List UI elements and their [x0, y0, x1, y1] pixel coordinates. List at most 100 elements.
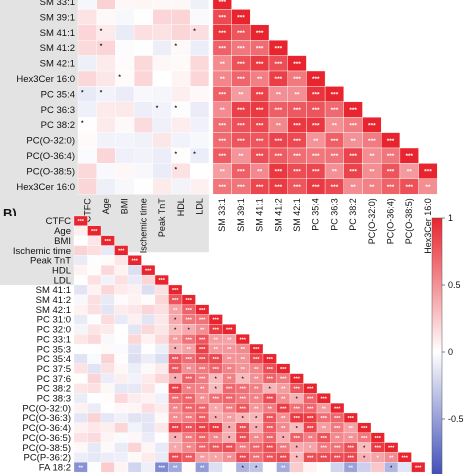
panel-a-row-label: Hex3Cer 16:0: [16, 74, 75, 85]
panel-b-cell-star: *: [255, 426, 258, 432]
panel-a-lipid-cell-star: ***: [237, 169, 245, 176]
panel-b-cell-star: **: [389, 456, 394, 462]
panel-b-cell: [114, 422, 129, 433]
panel-b-cell: [73, 422, 88, 433]
panel-b-cell: [73, 393, 88, 404]
panel-b-cell: [141, 324, 156, 335]
panel-a-column-label: Hex3Cer 16:0: [423, 198, 433, 254]
panel-b-cell-star: ***: [186, 436, 193, 442]
panel-b-cell-star: **: [281, 396, 286, 402]
panel-a-lipid-cell-star: ***: [218, 30, 226, 37]
panel-a-lipid-cell-star: ***: [312, 92, 320, 99]
panel-a-clinical-cell: [115, 116, 135, 133]
panel-b-cell: [141, 383, 156, 394]
panel-b-cell: [100, 265, 115, 276]
panel-b-row-label: PC 33:1: [37, 334, 71, 345]
panel-b-cell-star: *: [269, 387, 272, 393]
panel-b-cell-star: ***: [307, 387, 314, 393]
panel-b-cell: [316, 462, 331, 473]
panel-a-column-label: SM 41:1: [255, 198, 265, 232]
panel-b-cell-star: ***: [186, 396, 193, 402]
panel-b-cell: [154, 432, 169, 443]
panel-b-cell: [222, 462, 237, 473]
panel-b-cell-star: **: [254, 377, 259, 383]
panel-b-cell: [87, 422, 102, 433]
panel-b-cell: [73, 383, 88, 394]
panel-b-cell: [100, 304, 115, 315]
panel-a-lipid-cell: [418, 178, 438, 195]
panel-b-cell: [127, 314, 142, 325]
panel-a-lipid-cell-star: ***: [275, 138, 283, 145]
panel-b-cell: [141, 363, 156, 374]
panel-b-cell: [114, 462, 129, 473]
panel-a-clinical-cell: [152, 178, 172, 195]
panel-b-cell: [73, 294, 88, 305]
panel-a-row-label: SM 41:1: [40, 28, 75, 39]
panel-b-cell: [127, 304, 142, 315]
panel-a-lipid-cell-star: ***: [312, 184, 320, 191]
panel-a-lipid-cell-star: ***: [293, 122, 301, 129]
panel-b-cell-star: ***: [334, 446, 341, 452]
panel-a-lipid-cell-star: ***: [275, 76, 283, 83]
panel-a-lipid-cell-star: ***: [368, 138, 376, 145]
panel-b-cell: [141, 462, 156, 473]
panel-a-heatmap: * * ***SM 33:1*** ***SM 39:1* * *** *** ***SM 4…: [0, 0, 438, 254]
panel-b-cell-star: ***: [186, 377, 193, 383]
panel-b-cell: [114, 432, 129, 443]
panel-b-row-label: BMI: [54, 236, 71, 247]
panel-b-cell: [141, 334, 156, 345]
panel-b-cell: [73, 353, 88, 364]
panel-b-cell: [154, 284, 169, 295]
panel-a-clinical-cell-star: *: [156, 0, 159, 4]
panel-b-cell-star: ***: [348, 456, 355, 462]
panel-a-lipid-cell-star: **: [295, 92, 301, 99]
panel-b-cell: [357, 462, 372, 473]
panel-b-cell-star: *: [242, 465, 245, 471]
panel-a-lipid-cell-star: ***: [256, 45, 264, 52]
panel-b-cell: [114, 393, 129, 404]
panel-b-cell-star: ***: [172, 357, 179, 363]
panel-b-cell: [141, 373, 156, 384]
panel-b-cell: [141, 284, 156, 295]
panel-a-clinical-cell: [96, 132, 116, 149]
panel-a-lipid-cell-star: ***: [237, 15, 245, 22]
panel-b-cell-star: ***: [348, 446, 355, 452]
panel-a-column-label: CTFC: [82, 198, 92, 222]
panel-b-cell-star: ***: [199, 416, 206, 422]
panel-b-cell-star: ***: [348, 416, 355, 422]
panel-a-row-label: Hex3Cer 16:0: [16, 182, 75, 193]
panel-a-lipid-cell-star: ***: [405, 153, 413, 160]
panel-b-cell-star: *: [215, 406, 218, 412]
panel-a-lipid-cell-star: ***: [275, 45, 283, 52]
panel-b-cell: [127, 373, 142, 384]
panel-b-cell: [100, 442, 115, 453]
panel-a-clinical-cell: [189, 163, 210, 179]
panel-b-cell: [100, 284, 115, 295]
panel-b-cell: [73, 334, 88, 345]
panel-a-clinical-cell: [189, 101, 210, 118]
panel-b-cell: [141, 412, 156, 424]
panel-b-cell-star: ***: [186, 308, 193, 314]
panel-b-cell-star: **: [200, 387, 205, 393]
panel-a-clinical-cell: [96, 9, 116, 25]
panel-a-lipid-cell-star: ***: [387, 169, 395, 176]
panel-b-cell: [87, 245, 102, 256]
panel-a-column-label: LDL: [195, 198, 205, 215]
panel-a-lipid-cell-star: ***: [293, 107, 301, 114]
panel-b-cell-star: *: [174, 446, 177, 452]
panel-a-lipid-cell-star: ***: [312, 76, 320, 83]
panel-b-cell-star: **: [200, 396, 205, 402]
panel-a-lipid-cell-star: ***: [256, 30, 264, 37]
panel-b-cell-star: ***: [321, 396, 328, 402]
panel-a-lipid-cell-star: ***: [218, 92, 226, 99]
panel-a-clinical-cell-star: *: [175, 43, 178, 50]
panel-b-cell: [141, 393, 156, 404]
panel-b-cell: [154, 294, 169, 305]
panel-a-clinical-cell: [152, 147, 172, 164]
panel-b-cell: [154, 422, 169, 433]
panel-b-cell-star: **: [349, 436, 354, 442]
panel-b-cell-star: ***: [280, 446, 287, 452]
panel-b-row-label: FA 18:2: [39, 462, 71, 473]
panel-a-lipid-cell-star: **: [220, 169, 226, 176]
panel-b-cell-star: ***: [186, 318, 193, 324]
